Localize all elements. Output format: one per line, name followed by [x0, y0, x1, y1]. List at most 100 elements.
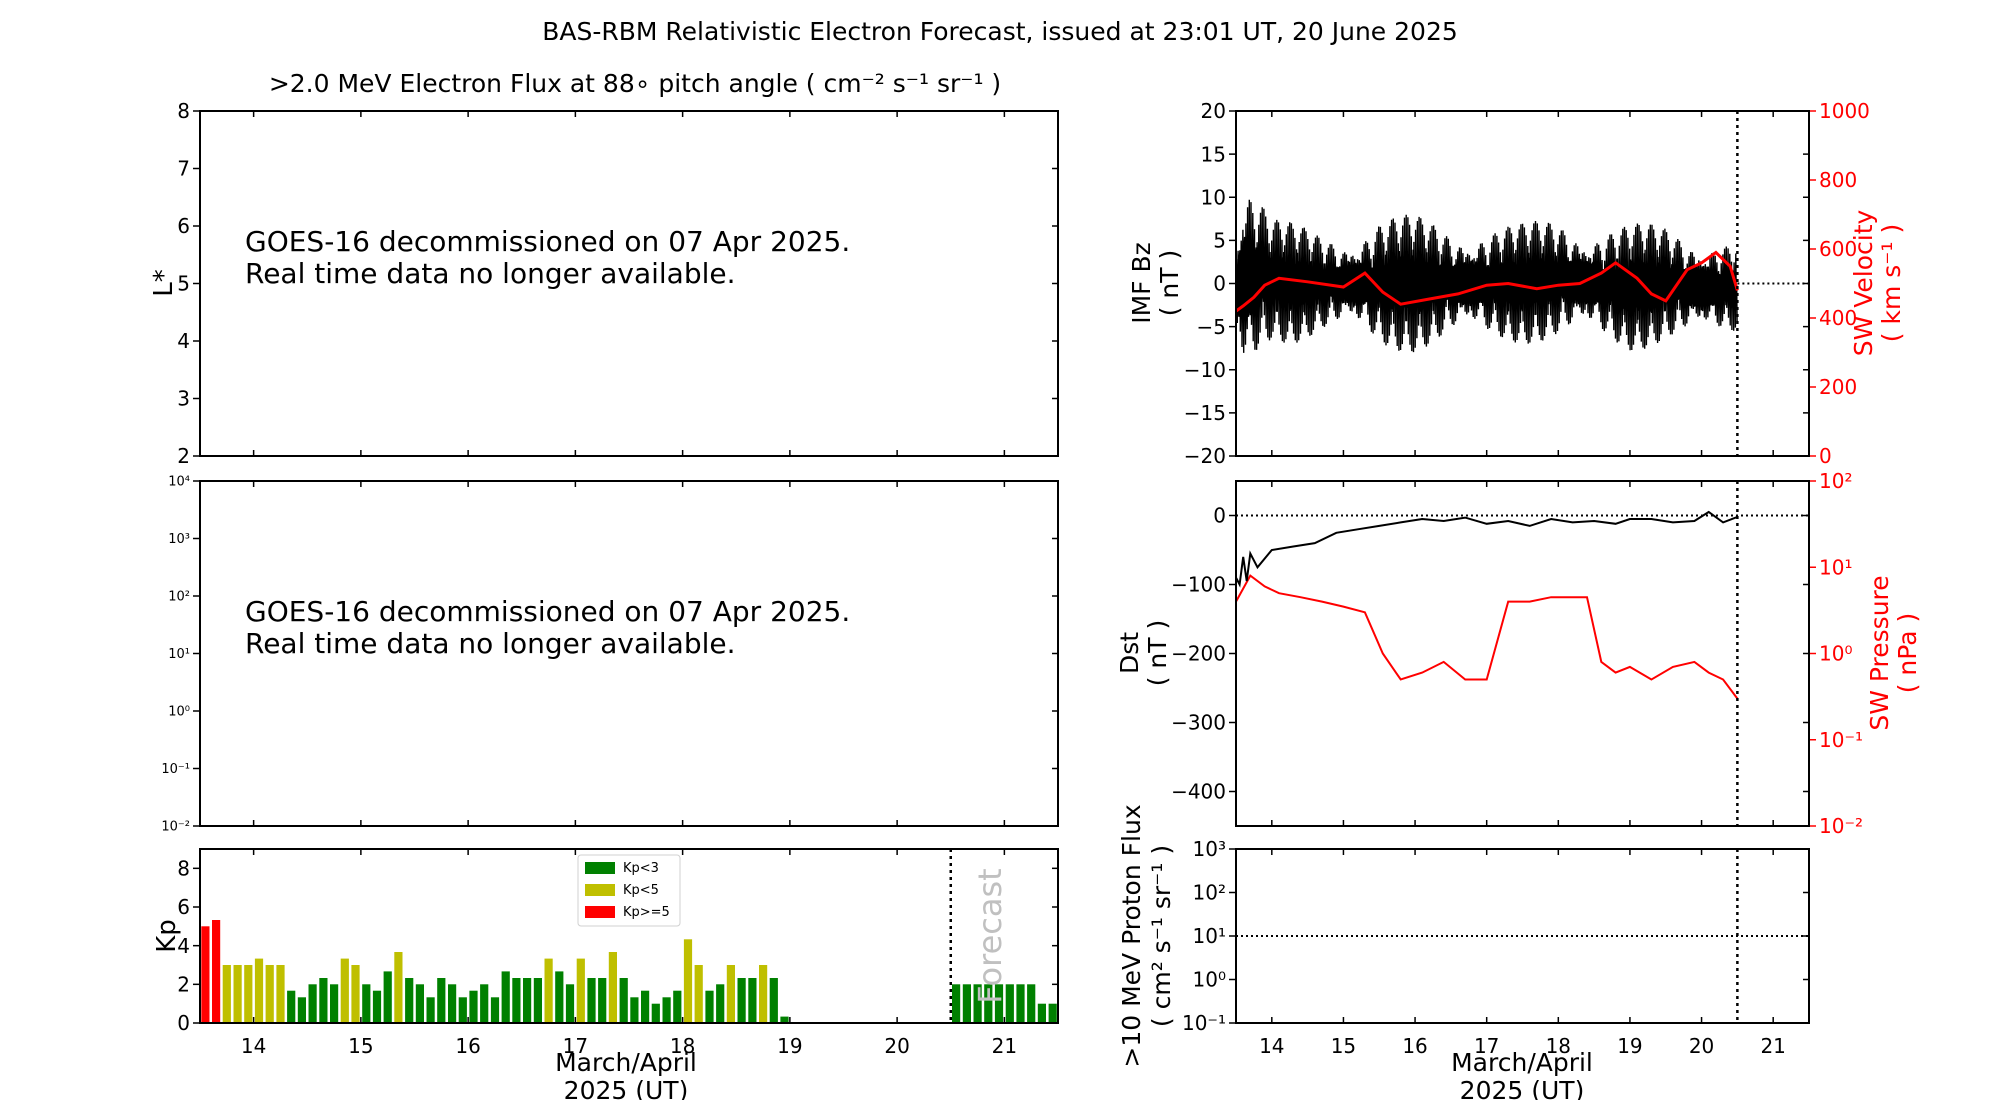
kp-ytick-label: 2: [177, 973, 190, 997]
kp-bar: [244, 965, 253, 1023]
lstar-ytick-label: 4: [177, 329, 190, 353]
kp-bar: [319, 978, 328, 1023]
kp-bar: [254, 958, 264, 1023]
kp-bar: [372, 990, 382, 1023]
kp-bar: [351, 965, 360, 1023]
flux-ytick-label: 10⁻²: [161, 820, 190, 835]
imf-y-unit: ( nT ): [1155, 250, 1184, 317]
velocity-y2tick-label: 800: [1819, 168, 1857, 192]
kp-forecast-bar: [962, 984, 971, 1023]
kp-bar: [233, 965, 242, 1023]
unavailable-line1: GOES-16 decommissioned on 07 Apr 2025.: [245, 225, 850, 258]
pressure-y2tick-label: 10⁻¹: [1819, 728, 1863, 752]
kp-bar: [598, 978, 607, 1023]
kp-bar: [362, 984, 371, 1023]
kp-xtick-label: 16: [455, 1034, 480, 1058]
sw-velocity-line: [1235, 250, 1739, 313]
pressure-y-unit: ( nPa ): [1893, 613, 1922, 694]
imf-y-label: IMF Bz: [1127, 242, 1156, 324]
proton-y-label: >10 MeV Proton Flux: [1117, 804, 1146, 1067]
kp-ytick-label: 4: [177, 934, 190, 958]
flux-ytick-label: 10³: [168, 532, 190, 547]
pressure-y2tick-label: 10¹: [1819, 555, 1852, 579]
kp-bar: [383, 971, 392, 1023]
proton-xtick-label: 21: [1760, 1034, 1785, 1058]
kp-xtick-label: 15: [348, 1034, 373, 1058]
imf-ytick-label: −10: [1184, 358, 1226, 382]
figure-title: BAS-RBM Relativistic Electron Forecast, …: [542, 17, 1458, 46]
kp-xtick-label: 17: [563, 1034, 588, 1058]
kp-forecast-bar: [1048, 1003, 1057, 1023]
kp-bar: [458, 997, 467, 1023]
flux-ytick-label: 10¹: [168, 647, 190, 662]
kp-bar: [726, 965, 735, 1023]
kp-bar: [437, 978, 446, 1023]
velocity-y2tick-label: 200: [1819, 375, 1857, 399]
kp-ytick-label: 8: [177, 857, 190, 881]
kp-bar: [490, 997, 500, 1023]
kp-bar: [340, 958, 349, 1023]
kp-xtick-label: 19: [777, 1034, 802, 1058]
kp-bar: [426, 997, 435, 1023]
kp-ytick-label: 0: [177, 1011, 190, 1035]
kp-bar: [608, 952, 617, 1023]
kp-bar: [619, 978, 628, 1023]
kp-bar: [748, 978, 757, 1023]
kp-panel: 0 2 4 6 8 14 15 16 17 18 19 20 21 Forecast Kp Kp<3 K…: [152, 848, 1059, 1100]
kp-bar: [394, 952, 403, 1023]
kp-bar: [587, 978, 596, 1023]
kp-legend-swatch-quiet: [585, 862, 615, 874]
kp-legend-label-quiet: Kp<3: [623, 861, 659, 876]
kp-plot-area: [199, 848, 1059, 1024]
dst-line: [1235, 510, 1738, 588]
flux-ytick-label: 10⁰: [168, 705, 190, 720]
dst-ytick-label: −400: [1171, 780, 1226, 804]
kp-forecast-bar: [1027, 984, 1036, 1023]
kp-bar: [651, 1003, 660, 1023]
kp-xtick-label: 18: [670, 1034, 695, 1058]
velocity-y2tick-label: 1000: [1819, 99, 1870, 123]
kp-xtick-label: 21: [992, 1034, 1017, 1058]
proton-plot-area: [1235, 848, 1810, 1024]
dst-panel: −400 −300 −200 −100 0 10⁻² 10⁻¹ 10⁰ 10¹ 10² Dst (…: [1115, 469, 1922, 838]
imf-ytick-label: 0: [1213, 272, 1226, 296]
kp-bar: [501, 971, 510, 1023]
velocity-y-label: SW Velocity: [1849, 209, 1878, 356]
lstar-y-label: L*: [149, 269, 179, 297]
kp-forecast-bar: [1016, 984, 1025, 1023]
kp-bar: [448, 984, 457, 1023]
imf-ytick-label: 15: [1201, 142, 1226, 166]
kp-bar: [544, 958, 553, 1023]
pressure-y2tick-label: 10⁻²: [1819, 814, 1863, 838]
kp-bar: [523, 978, 532, 1023]
kp-bar: [565, 984, 575, 1023]
kp-bar: [533, 978, 542, 1023]
kp-legend-label-storm: Kp>=5: [623, 905, 670, 920]
kp-bar: [201, 926, 210, 1023]
imf-ytick-label: 10: [1201, 185, 1226, 209]
kp-bar: [469, 990, 478, 1023]
kp-forecast-bar: [1005, 984, 1014, 1023]
proton-xtick-label: 20: [1689, 1034, 1714, 1058]
kp-bar: [297, 997, 306, 1023]
proton-xtick-label: 19: [1617, 1034, 1642, 1058]
proton-xtick-label: 15: [1331, 1034, 1356, 1058]
kp-bar: [630, 997, 639, 1023]
proton-ytick-label: 10⁰: [1193, 968, 1226, 992]
kp-bar: [705, 990, 714, 1023]
imf-ytick-label: −5: [1197, 315, 1226, 339]
imf-ytick-label: −15: [1184, 401, 1226, 425]
kp-bar: [759, 965, 768, 1023]
pressure-y2tick-label: 10⁰: [1819, 642, 1852, 666]
flux-ytick-label: 10⁻¹: [161, 762, 190, 777]
lstar-ytick-label: 2: [177, 444, 190, 468]
left-x-label-line2: 2025 (UT): [564, 1076, 689, 1100]
kp-xtick-label: 20: [884, 1034, 909, 1058]
kp-bar: [780, 1016, 789, 1023]
dst-y-unit: ( nT ): [1143, 620, 1172, 687]
kp-bar: [308, 984, 317, 1023]
lstar-ytick-label: 6: [177, 214, 190, 238]
kp-bar: [737, 978, 746, 1023]
kp-forecast-bar: [1037, 1003, 1046, 1023]
proton-xtick-label: 18: [1546, 1034, 1571, 1058]
